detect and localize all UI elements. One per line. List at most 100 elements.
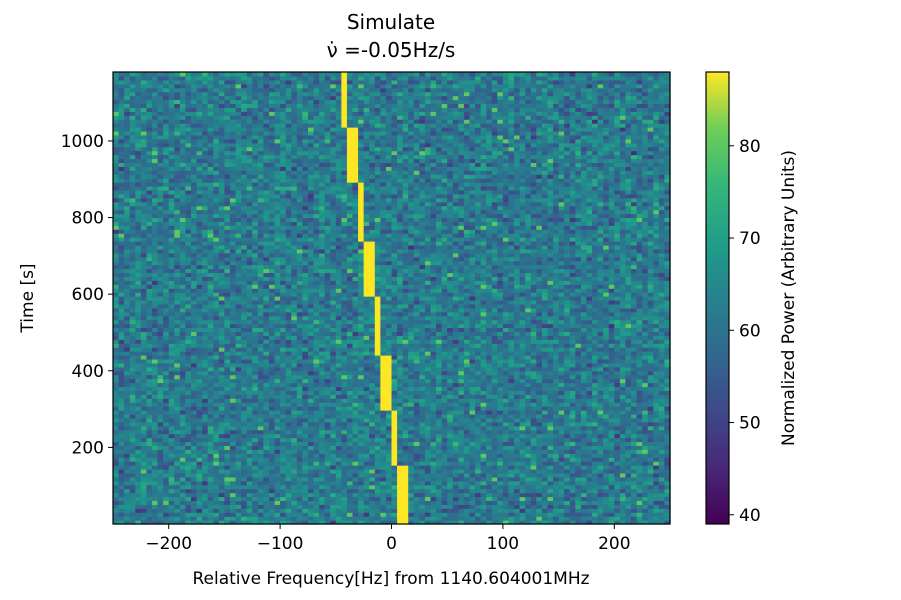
heatmap-cell [229, 339, 237, 344]
heatmap-cell [296, 445, 303, 450]
heatmap-cell [274, 370, 281, 376]
heatmap-cell [257, 476, 264, 482]
heatmap-cell [113, 351, 120, 356]
heatmap-cell [213, 472, 220, 478]
heatmap-cell [463, 492, 471, 498]
heatmap-cell [185, 351, 192, 356]
heatmap-cell [157, 339, 164, 344]
heatmap-cell [346, 441, 354, 446]
heatmap-cell [179, 351, 187, 356]
heatmap-cell [597, 520, 604, 525]
heatmap-cell [190, 472, 198, 478]
heatmap-cell [252, 461, 259, 466]
heatmap-cell [519, 504, 526, 509]
heatmap-cell [653, 374, 660, 380]
heatmap-cell [129, 421, 136, 427]
heatmap-cell [592, 512, 599, 517]
heatmap-cell [224, 390, 231, 395]
heatmap-cell [146, 421, 153, 427]
heatmap-cell [352, 449, 359, 454]
heatmap-cell [358, 410, 365, 415]
heatmap-cell [235, 449, 242, 454]
heatmap-cell [135, 468, 142, 474]
heatmap-cell [185, 461, 192, 466]
heatmap-cell [480, 366, 487, 372]
heatmap-cell [631, 465, 638, 470]
heatmap-cell [179, 366, 187, 372]
heatmap-cell [441, 390, 448, 395]
heatmap-cell [447, 410, 454, 415]
heatmap-cell [146, 398, 153, 403]
heatmap-cell [374, 480, 381, 486]
heatmap-cell [480, 457, 487, 462]
heatmap-cell [330, 417, 337, 423]
heatmap-cell [190, 421, 198, 427]
heatmap-cell [335, 445, 342, 450]
heatmap-cell [224, 433, 231, 439]
heatmap-cell [324, 445, 331, 450]
heatmap-cell [430, 465, 437, 470]
heatmap-cell [413, 390, 420, 395]
heatmap-cell [491, 484, 498, 490]
heatmap-cell [369, 492, 376, 498]
heatmap-cell [636, 465, 643, 470]
heatmap-cell [252, 343, 259, 348]
heatmap-cell [397, 386, 404, 391]
heatmap-cell [224, 429, 231, 435]
heatmap-cell [447, 390, 454, 395]
heatmap-cell [385, 465, 393, 470]
heatmap-cell [280, 378, 287, 384]
heatmap-cell [458, 476, 465, 482]
heatmap-cell [352, 520, 359, 525]
heatmap-cell [441, 358, 448, 364]
heatmap-cell [185, 378, 192, 384]
heatmap-cell [168, 413, 175, 419]
heatmap-cell [430, 398, 437, 403]
heatmap-cell [636, 453, 643, 458]
heatmap-cell [469, 516, 476, 521]
heatmap-cell [658, 449, 666, 454]
heatmap-cell [413, 496, 420, 502]
heatmap-cell [246, 394, 253, 399]
heatmap-cell [402, 508, 409, 513]
heatmap-cell [174, 508, 181, 513]
heatmap-cell [664, 339, 671, 344]
heatmap-cell [558, 441, 565, 446]
heatmap-cell [274, 504, 281, 509]
heatmap-cell [558, 465, 565, 470]
heatmap-cell [263, 449, 270, 454]
heatmap-cell [402, 421, 409, 427]
heatmap-cell [224, 374, 231, 380]
heatmap-cell [514, 406, 521, 411]
heatmap-cell [397, 402, 404, 407]
heatmap-cell [530, 461, 537, 466]
heatmap-cell [413, 449, 420, 454]
heatmap-cell [257, 327, 264, 333]
heatmap-cell [536, 398, 543, 403]
heatmap-cell [369, 496, 376, 502]
heatmap-cell [631, 362, 638, 368]
heatmap-cell [352, 500, 359, 505]
heatmap-cell [330, 441, 337, 446]
heatmap-cell [346, 374, 354, 380]
heatmap-cell [257, 461, 264, 466]
heatmap-cell [346, 461, 354, 466]
heatmap-cell [369, 331, 376, 336]
heatmap-cell [475, 468, 482, 474]
heatmap-cell [241, 449, 248, 454]
heatmap-cell [497, 339, 504, 344]
heatmap-cell [202, 433, 209, 439]
heatmap-cell [447, 468, 454, 474]
heatmap-cell [525, 512, 532, 517]
heatmap-cell [580, 394, 588, 399]
heatmap-cell [174, 496, 181, 502]
heatmap-cell [185, 374, 192, 380]
heatmap-cell [408, 398, 415, 403]
heatmap-cell [280, 417, 287, 423]
heatmap-cell [592, 394, 599, 399]
heatmap-cell [530, 437, 537, 443]
heatmap-cell [302, 413, 309, 419]
heatmap-cell [397, 425, 404, 431]
heatmap-cell [553, 433, 560, 439]
heatmap-cell [352, 508, 359, 513]
